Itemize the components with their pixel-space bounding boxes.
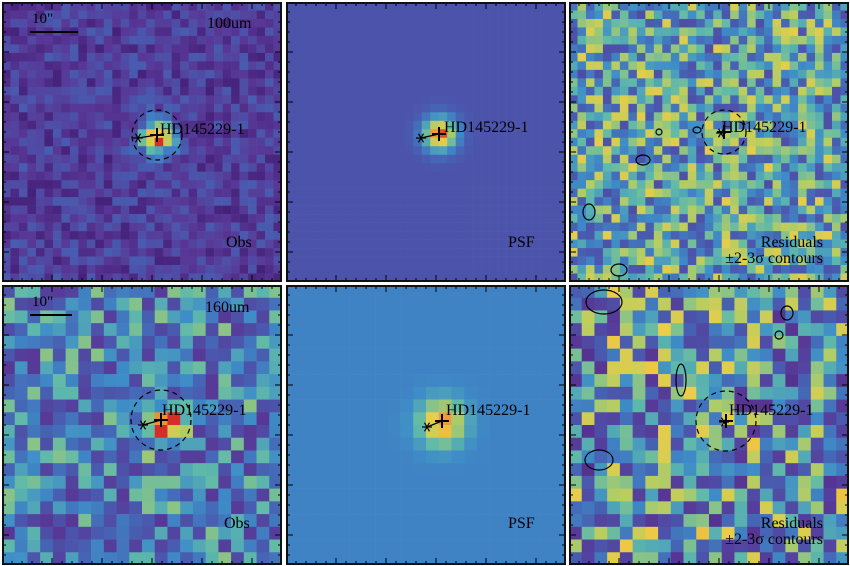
panel-label-residuals: Residuals: [760, 234, 823, 251]
panel-label-obs: Obs: [226, 234, 252, 251]
asterisk-marker: [422, 422, 432, 432]
scale-bar: [30, 31, 78, 33]
aperture-circle: [131, 109, 183, 161]
asterisk-marker: [416, 133, 426, 143]
asterisk-marker: [138, 420, 148, 430]
asterisk-marker: [716, 128, 726, 138]
source-label: HD145229-1: [729, 402, 814, 419]
panel-100um-psf: HD145229-1 PSF: [286, 2, 566, 282]
residual-contours: [584, 289, 794, 471]
scale-label: 10": [32, 294, 54, 310]
source-markers: [130, 389, 192, 451]
panel-label-contours: ±2-3σ contours: [725, 531, 823, 548]
panel-label-psf: PSF: [508, 234, 535, 251]
source-markers: [695, 390, 757, 452]
scale-bar: [30, 314, 72, 316]
source-markers: [701, 109, 747, 155]
source-label: HD145229-1: [446, 402, 531, 419]
map-160um-psf: [286, 285, 566, 565]
scale-label: 10": [32, 11, 54, 27]
aperture-circle: [701, 109, 747, 155]
panel-label-obs: Obs: [224, 515, 250, 532]
panel-100um-obs: 10" 100um HD145229-1 Obs: [2, 2, 282, 282]
pixel-grid: [569, 2, 849, 282]
source-markers: [416, 127, 446, 143]
panel-160um-residuals: HD145229-1 Residuals ±2-3σ contours: [569, 285, 849, 565]
source-label: HD145229-1: [162, 402, 247, 419]
source-label: HD145229-1: [160, 121, 245, 138]
panel-160um-psf: HD145229-1 PSF: [286, 285, 566, 565]
aperture-circle: [695, 390, 757, 452]
map-160um-obs: [2, 285, 282, 565]
source-markers: [422, 414, 449, 432]
source-label: HD145229-1: [722, 119, 807, 136]
panel-label-residuals: Residuals: [760, 515, 823, 532]
wavelength-label: 100um: [207, 15, 252, 32]
source-label: HD145229-1: [444, 119, 529, 136]
asterisk-marker: [719, 417, 729, 427]
map-160um-residuals: [569, 285, 849, 565]
residual-contours: [582, 126, 702, 277]
panel-100um-residuals: HD145229-1 Residuals ±2-3σ contours: [569, 2, 849, 282]
asterisk-marker: [133, 133, 143, 143]
pixel-grid: [286, 285, 566, 565]
wavelength-label: 160um: [205, 299, 250, 316]
panel-label-psf: PSF: [508, 515, 535, 532]
panel-label-contours: ±2-3σ contours: [725, 250, 823, 267]
pixel-grid: [2, 285, 282, 565]
panel-160um-obs: 10" 160um HD145229-1 Obs: [2, 285, 282, 565]
source-markers: [131, 109, 183, 161]
aperture-circle: [130, 389, 192, 451]
pixel-grid: [286, 2, 566, 282]
map-100um-psf: [286, 2, 566, 282]
map-100um-obs: [2, 2, 282, 282]
